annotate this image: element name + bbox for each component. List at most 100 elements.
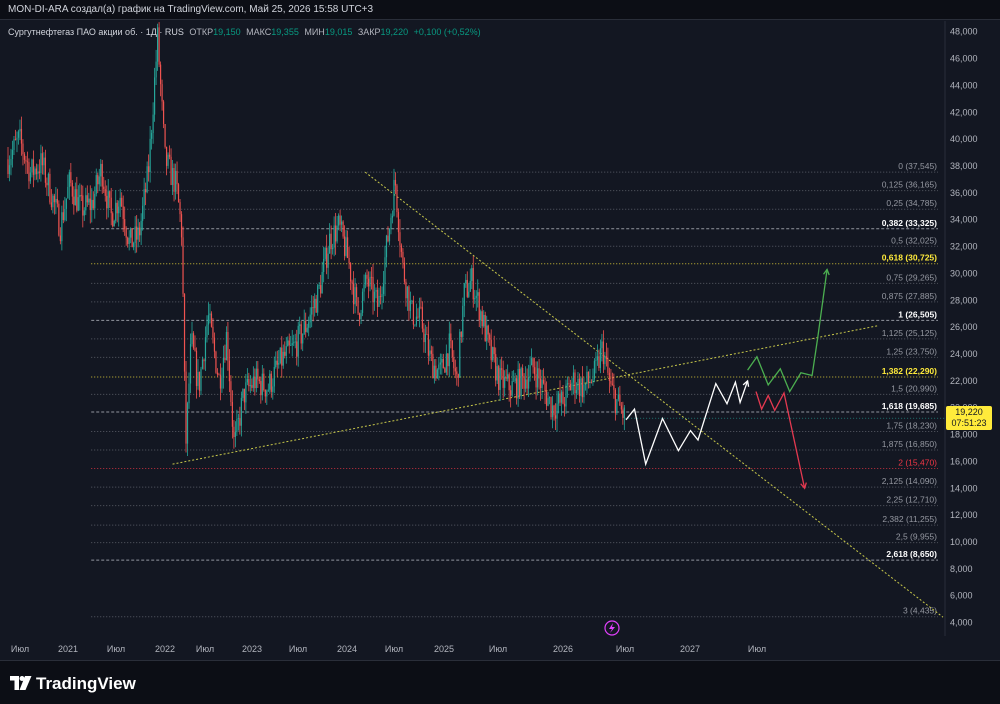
candle-body xyxy=(245,382,247,403)
fib-level-label: 2,125 (14,090) xyxy=(882,476,937,486)
lightning-icon-ring xyxy=(604,620,620,636)
candle-body xyxy=(119,197,121,207)
candle-body xyxy=(384,257,386,284)
candle-body xyxy=(469,280,471,292)
candle-body xyxy=(532,358,534,368)
candle-body xyxy=(152,114,154,134)
candle-body xyxy=(204,337,207,362)
candle-body xyxy=(303,320,305,334)
lightning-icon[interactable] xyxy=(604,620,620,636)
candle-body xyxy=(429,350,431,356)
fib-level-label: 0,125 (36,165) xyxy=(882,180,937,190)
candle-body xyxy=(308,322,310,328)
candle-body xyxy=(7,159,9,175)
candle-body xyxy=(610,381,612,384)
candle-body xyxy=(294,341,296,343)
candle-body xyxy=(38,171,41,174)
candle-body xyxy=(100,163,102,177)
candle-body xyxy=(462,305,464,337)
candle-body xyxy=(447,353,449,367)
candle-body xyxy=(168,154,171,157)
candle-body xyxy=(505,377,507,379)
high-value: 19,355 xyxy=(271,27,299,37)
candle-body xyxy=(136,226,138,240)
candle-body xyxy=(496,366,498,381)
candle-body xyxy=(562,391,564,404)
candle-body xyxy=(225,332,228,361)
candle-body xyxy=(257,368,259,380)
candle-body xyxy=(19,128,21,132)
candle-body xyxy=(436,369,438,379)
candle-body xyxy=(423,328,425,343)
candle-body xyxy=(10,158,12,166)
fib-level-label: 1 (26,505) xyxy=(898,309,937,319)
x-tick-label: 2024 xyxy=(337,644,357,654)
candle-body xyxy=(230,381,232,403)
candle-body xyxy=(471,268,473,281)
candle-body xyxy=(104,189,106,196)
candle-body xyxy=(50,202,52,208)
candle-body xyxy=(254,376,256,389)
candle-body xyxy=(68,172,70,187)
candle-body xyxy=(472,268,474,300)
candle-body xyxy=(312,307,314,309)
candle-body xyxy=(47,173,49,186)
candle-body xyxy=(528,377,530,389)
candle-body xyxy=(145,189,147,193)
candle-body xyxy=(571,382,573,391)
candle-body xyxy=(403,262,406,282)
candle-body xyxy=(297,325,299,357)
candle-body xyxy=(560,391,563,403)
fib-level-label: 0,5 (32,025) xyxy=(891,235,937,245)
candle-body xyxy=(433,365,435,379)
candle-body xyxy=(73,196,75,206)
candle-body xyxy=(116,202,118,214)
candle-body xyxy=(198,371,201,391)
candle-body xyxy=(233,426,235,438)
candle-body xyxy=(14,139,17,141)
candle-body xyxy=(31,159,33,173)
candle-body xyxy=(364,274,367,285)
candle-body xyxy=(361,291,364,313)
candle-body xyxy=(317,285,319,313)
candle-body xyxy=(207,315,210,325)
x-tick-label: 2022 xyxy=(155,644,175,654)
candle-body xyxy=(162,101,165,124)
candle-body xyxy=(608,372,610,382)
open-label: ОТКР xyxy=(189,27,214,37)
candle-body xyxy=(557,393,560,404)
candle-body xyxy=(336,225,338,242)
projection-path-bearish-arrowhead xyxy=(800,482,807,490)
candle-body xyxy=(248,379,250,387)
candle-body xyxy=(113,220,115,227)
candle-body xyxy=(56,198,58,204)
candle-body xyxy=(487,325,489,335)
candle-body xyxy=(200,368,202,391)
candle-body xyxy=(366,274,368,279)
candle-body xyxy=(348,257,350,264)
candle-body xyxy=(427,334,429,356)
candle-body xyxy=(101,163,103,187)
x-tick-label: Июл xyxy=(11,644,29,654)
candle-body xyxy=(246,379,248,383)
candle-body xyxy=(339,215,341,225)
candle-body xyxy=(490,339,492,361)
candle-body xyxy=(173,167,175,192)
projection-path-base xyxy=(625,380,749,467)
candle-body xyxy=(402,251,404,263)
candle-body xyxy=(74,189,76,206)
symbol-name[interactable]: Сургутнефтегаз ПАО акции об. · 1Д · RUS xyxy=(8,27,184,37)
candle-body xyxy=(115,202,117,221)
top-caption-bar: MON-DI-ARA создал(а) график на TradingVi… xyxy=(0,0,1000,20)
candle-body xyxy=(35,168,38,175)
candle-body xyxy=(71,182,73,197)
candle-body xyxy=(375,289,377,292)
candle-body xyxy=(270,373,272,392)
candle-body xyxy=(345,237,347,256)
candle-body xyxy=(453,357,455,369)
brand-name[interactable]: TradingView xyxy=(36,674,136,693)
candle-body xyxy=(616,399,618,414)
candle-body xyxy=(556,403,558,419)
